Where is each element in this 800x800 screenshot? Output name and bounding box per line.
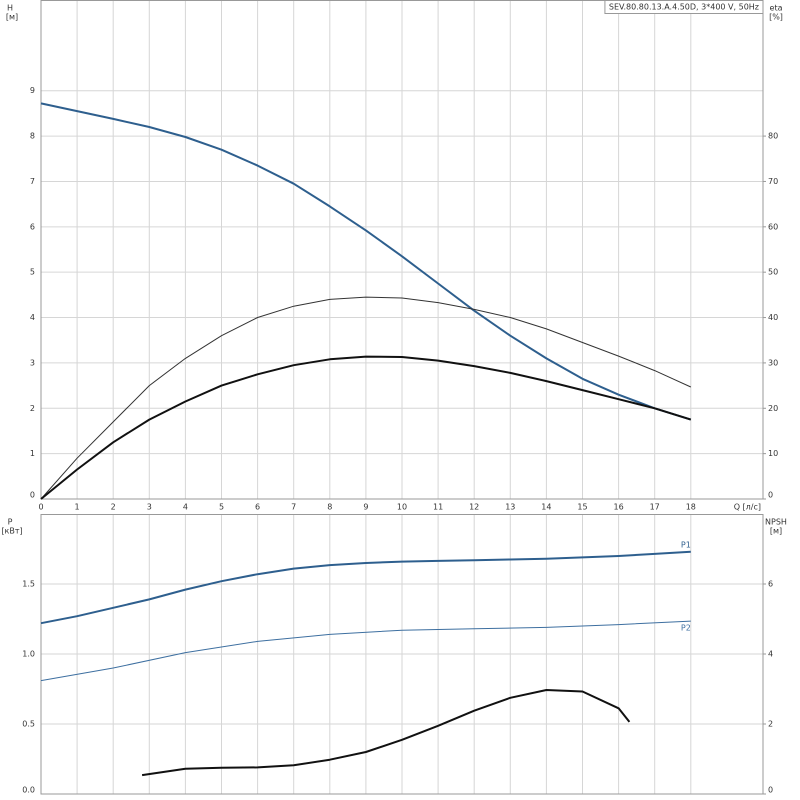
y2-tick-label: 40 bbox=[768, 313, 778, 322]
y-axis-unit: [кВт] bbox=[1, 527, 22, 536]
y2-axis-unit: [%] bbox=[769, 13, 783, 22]
series-label: P1 bbox=[681, 540, 691, 549]
series-line bbox=[40, 355, 692, 500]
series-line bbox=[40, 550, 691, 625]
x-axis-label: Q [л/с] bbox=[734, 503, 761, 512]
x-tick-label: 4 bbox=[183, 503, 188, 512]
series-line bbox=[40, 620, 691, 682]
y-tick-label: 3 bbox=[30, 358, 35, 367]
x-tick-label: 2 bbox=[111, 503, 116, 512]
plot-frame bbox=[40, 0, 764, 500]
series-label: P2 bbox=[681, 624, 691, 633]
y2-tick-label: 2 bbox=[768, 720, 773, 729]
y-tick-label: 7 bbox=[30, 177, 35, 186]
y-tick-label: 1.5 bbox=[22, 580, 35, 589]
y2-tick-label: 10 bbox=[768, 449, 778, 458]
x-tick-label: 7 bbox=[291, 503, 296, 512]
x-tick-label: 11 bbox=[433, 503, 443, 512]
y-tick-label: 0 bbox=[30, 491, 35, 500]
y2-tick-label: 0 bbox=[768, 786, 773, 795]
x-tick-label: 14 bbox=[541, 503, 551, 512]
title-box bbox=[604, 0, 764, 14]
y2-tick-label: 70 bbox=[768, 177, 778, 186]
y2-tick-label: 50 bbox=[768, 268, 778, 277]
x-tick-label: 8 bbox=[327, 503, 332, 512]
y2-tick-label: 6 bbox=[768, 580, 773, 589]
x-tick-label: 15 bbox=[577, 503, 587, 512]
x-tick-label: 1 bbox=[75, 503, 80, 512]
y2-tick-label: 80 bbox=[768, 132, 778, 141]
y-tick-label: 6 bbox=[30, 222, 35, 231]
y-axis-label: H bbox=[7, 4, 13, 13]
y-axis-label: P bbox=[8, 518, 13, 527]
x-tick-label: 6 bbox=[255, 503, 260, 512]
y2-axis-label: NPSH bbox=[765, 518, 787, 527]
x-tick-label: 12 bbox=[469, 503, 479, 512]
y2-tick-label: 60 bbox=[768, 222, 778, 231]
y-tick-label: 5 bbox=[30, 268, 35, 277]
x-tick-label: 3 bbox=[147, 503, 152, 512]
y-tick-label: 0.0 bbox=[22, 786, 35, 795]
y2-tick-label: 0 bbox=[768, 491, 773, 500]
y-tick-label: 9 bbox=[30, 86, 35, 95]
x-tick-label: 17 bbox=[650, 503, 660, 512]
x-tick-label: 13 bbox=[505, 503, 515, 512]
y2-axis-unit: [м] bbox=[770, 527, 782, 536]
x-tick-label: 18 bbox=[686, 503, 696, 512]
y-tick-label: 1 bbox=[30, 449, 35, 458]
y-axis-unit: [м] bbox=[6, 13, 18, 22]
x-tick-label: 0 bbox=[38, 503, 43, 512]
chart-title: SEV.80.80.13.A.4.50D, 3*400 V, 50Hz bbox=[609, 3, 759, 12]
plot-frame bbox=[40, 514, 764, 795]
series-line bbox=[40, 296, 692, 500]
y-tick-label: 0.5 bbox=[22, 720, 35, 729]
y2-tick-label: 4 bbox=[768, 650, 773, 659]
x-tick-label: 9 bbox=[363, 503, 368, 512]
y-tick-label: 4 bbox=[30, 313, 35, 322]
y-tick-label: 2 bbox=[30, 404, 35, 413]
y-tick-label: 1.0 bbox=[22, 650, 35, 659]
y-tick-label: 8 bbox=[30, 132, 35, 141]
series-line bbox=[40, 102, 692, 421]
series-line bbox=[141, 689, 631, 777]
y2-tick-label: 20 bbox=[768, 404, 778, 413]
y2-axis-label: eta bbox=[770, 4, 783, 13]
x-tick-label: 10 bbox=[397, 503, 407, 512]
y2-tick-label: 30 bbox=[768, 358, 778, 367]
x-tick-label: 5 bbox=[219, 503, 224, 512]
x-tick-label: 16 bbox=[614, 503, 624, 512]
